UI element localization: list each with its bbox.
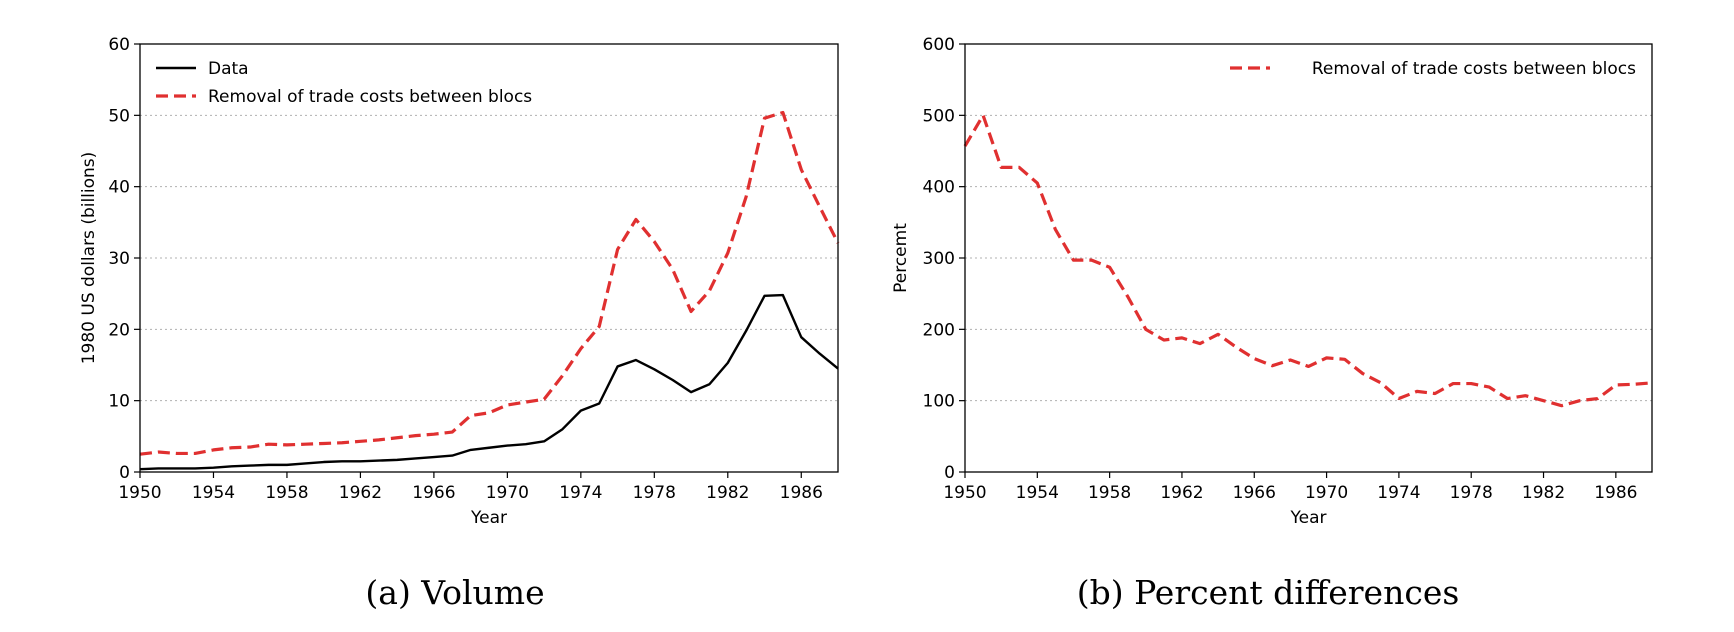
x-tick-label: 1982 [706, 483, 749, 503]
x-tick-label: 1986 [780, 483, 823, 503]
x-tick-label: 1966 [1233, 483, 1276, 503]
legend-entry-label: Removal of trade costs between blocs [208, 87, 532, 107]
y-tick-label: 500 [923, 106, 955, 126]
legend-entry-label: Data [208, 59, 249, 79]
y-tick-label: 400 [923, 178, 955, 198]
x-tick-label: 1966 [412, 483, 455, 503]
series-line-data [139, 293, 839, 471]
x-tick-label: 1958 [1088, 483, 1131, 503]
y-tick-label: 0 [119, 463, 130, 483]
x-tick-label: 1970 [486, 483, 529, 503]
x-tick-label: 1962 [1160, 483, 1203, 503]
x-tick-label: 1974 [1377, 483, 1420, 503]
y-tick-label: 100 [923, 392, 955, 412]
series-line-removal-of-trade-costs [139, 110, 840, 456]
y-tick-label: 200 [923, 320, 955, 340]
x-axis-label: Year [1290, 508, 1327, 528]
x-tick-label: 1954 [1016, 483, 1059, 503]
panel-caption: (b) Percent differences [1077, 573, 1460, 612]
y-tick-label: 10 [108, 392, 130, 412]
legend: Data Removal of trade costs between blocs [156, 59, 532, 107]
y-tick-label: 0 [944, 463, 955, 483]
plot-frame [964, 43, 1653, 473]
series-line-removal-of-trade-costs [963, 113, 1653, 408]
legend: Removal of trade costs between blocs [1230, 59, 1636, 79]
x-tick-label: 1978 [633, 483, 676, 503]
y-tick-label: 20 [108, 320, 130, 340]
x-tick-label: 1954 [192, 483, 235, 503]
plot-frame [139, 43, 839, 473]
y-tick-label: 50 [108, 106, 130, 126]
y-axis-label: 1980 US dollars (billions) [79, 152, 99, 365]
x-tick-label: 1950 [118, 483, 161, 503]
y-tick-label: 300 [923, 249, 955, 269]
x-axis-label: Year [470, 508, 507, 528]
y-axis-label: Percemt [891, 223, 911, 293]
panel-caption: (a) Volume [365, 573, 544, 612]
y-tick-label: 30 [108, 249, 130, 269]
y-tick-label: 600 [923, 35, 955, 55]
percent-differences-chart-panel: 0 100 200 300 400 500 600 1950 1954 1958 1962 1966 1… [891, 35, 1653, 612]
x-tick-label: 1950 [943, 483, 986, 503]
x-tick-label: 1958 [265, 483, 308, 503]
legend-entry-label: Removal of trade costs between blocs [1312, 59, 1636, 79]
x-tick-label: 1978 [1450, 483, 1493, 503]
y-tick-label: 60 [108, 35, 130, 55]
x-tick-label: 1986 [1594, 483, 1637, 503]
y-tick-label: 40 [108, 178, 130, 198]
x-tick-label: 1962 [339, 483, 382, 503]
volume-chart-panel: 0 10 20 30 40 50 60 1950 1954 1958 1962 1966 1970 197… [79, 35, 840, 612]
x-tick-label: 1974 [559, 483, 602, 503]
x-tick-label: 1970 [1305, 483, 1348, 503]
x-tick-label: 1982 [1522, 483, 1565, 503]
